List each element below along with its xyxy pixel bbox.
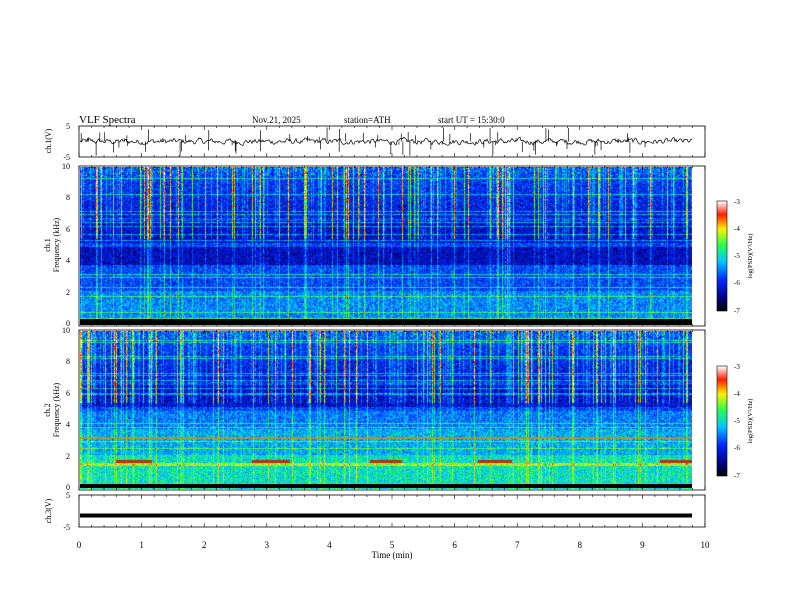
ch2-cb-label: log(PSD)(V²/Hz) — [747, 399, 754, 444]
ch1-ytick-2: 2 — [66, 288, 70, 297]
x-tick-0: 0 — [77, 540, 82, 550]
ch1-spectrogram-panel: 0 2 4 6 8 10 ch.1 Frequency (kHz) -3 -4 … — [43, 162, 754, 328]
ch3-waveform-frame — [78, 494, 706, 528]
ch1-spectrogram-ticks — [78, 166, 706, 326]
x-tick-3: 3 — [265, 540, 270, 550]
ch1-bottom-dark-band — [80, 319, 692, 325]
ch1-cb-tick-m6: -6 — [734, 279, 740, 287]
ch3-waveform-panel: 5 -5 ch.3(V) — [44, 491, 706, 532]
ch1-ylabel-channel: ch.1 — [43, 238, 52, 252]
ch2-ylabel-channel: ch.2 — [43, 403, 52, 417]
ch1-ytick-6: 6 — [66, 225, 70, 234]
x-tick-2: 2 — [202, 540, 207, 550]
ch1-ytick-4: 4 — [66, 256, 70, 265]
ch2-colorbar: -3 -4 -5 -6 -7 log(PSD)(V²/Hz) — [716, 363, 754, 480]
ch3-waveform-ticks — [78, 495, 706, 527]
x-axis: 0 1 2 3 4 5 6 7 8 9 10 Time (min) — [77, 540, 710, 560]
ch2-spectrogram-canvas — [80, 331, 692, 489]
x-tick-10: 10 — [701, 540, 711, 550]
start-ut-label: start UT = 15:30:0 — [438, 115, 505, 125]
ch1-ylabel-frequency: Frequency (kHz) — [52, 217, 61, 272]
ch1-colorbar-canvas — [717, 201, 727, 311]
ch1-cb-tick-m4: -4 — [734, 225, 740, 233]
ch1-ytick-0: 0 — [66, 319, 70, 328]
ch1-waveform-line — [79, 136, 693, 146]
ch2-bottom-dark-band — [80, 484, 692, 488]
ch1-ytick-top: 5 — [66, 122, 70, 131]
ch2-ytick-6: 6 — [66, 389, 70, 398]
figure-title: VLF Spectra — [79, 114, 136, 126]
x-tick-5: 5 — [390, 540, 395, 550]
ch1-waveform-spikes — [80, 127, 646, 156]
ch1-cb-tick-m5: -5 — [734, 252, 740, 260]
ch2-cb-tick-m3: -3 — [734, 363, 740, 371]
ch2-ylabel-frequency: Frequency (kHz) — [52, 382, 61, 437]
ch1-spectrogram-canvas — [80, 167, 692, 325]
ch2-ytick-2: 2 — [66, 452, 70, 461]
x-tick-6: 6 — [452, 540, 457, 550]
ch1-cb-tick-m7: -7 — [734, 307, 740, 315]
ch3-ytick-top: 5 — [66, 491, 70, 500]
x-tick-7: 7 — [515, 540, 520, 550]
station-label: station=ATH — [344, 115, 391, 125]
ch3-ylabel: ch.3(V) — [44, 498, 53, 523]
ch2-spectrogram-ticks — [78, 330, 706, 490]
date-label: Nov.21, 2025 — [252, 115, 301, 125]
ch1-cb-label: log(PSD)(V²/Hz) — [747, 234, 754, 279]
x-axis-label: Time (min) — [372, 550, 413, 560]
ch1-cb-tick-m3: -3 — [734, 198, 740, 206]
ch2-ytick-4: 4 — [66, 420, 70, 429]
x-tick-1: 1 — [139, 540, 144, 550]
ch3-ytick-bottom: -5 — [63, 523, 70, 532]
ch1-waveform-ticks — [78, 126, 706, 157]
x-tick-4: 4 — [327, 540, 332, 550]
ch2-cb-tick-m7: -7 — [734, 472, 740, 480]
ch1-waveform-panel: 5 -5 ch.1(V) — [44, 122, 706, 162]
ch2-spectrogram-panel: 0 2 4 6 8 10 ch.2 Frequency (kHz) -3 -4 … — [43, 326, 754, 492]
ch2-cb-tick-m4: -4 — [734, 390, 740, 398]
x-tick-9: 9 — [640, 540, 645, 550]
ch1-ytick-bottom: -5 — [63, 153, 70, 162]
ch1-ylabel: ch.1(V) — [44, 128, 53, 153]
ch1-ytick-8: 8 — [66, 193, 70, 202]
ch2-colorbar-canvas — [717, 366, 727, 476]
ch2-ytick-8: 8 — [66, 357, 70, 366]
ch2-ytick-10: 10 — [62, 326, 70, 335]
ch2-cb-tick-m6: -6 — [734, 444, 740, 452]
ch3-waveform-line — [80, 513, 692, 518]
x-tick-8: 8 — [578, 540, 583, 550]
ch2-cb-tick-m5: -5 — [734, 417, 740, 425]
ch2-ytick-0: 0 — [66, 483, 70, 492]
ch1-colorbar: -3 -4 -5 -6 -7 log(PSD)(V²/Hz) — [716, 198, 754, 315]
ch1-ytick-10: 10 — [62, 162, 70, 171]
